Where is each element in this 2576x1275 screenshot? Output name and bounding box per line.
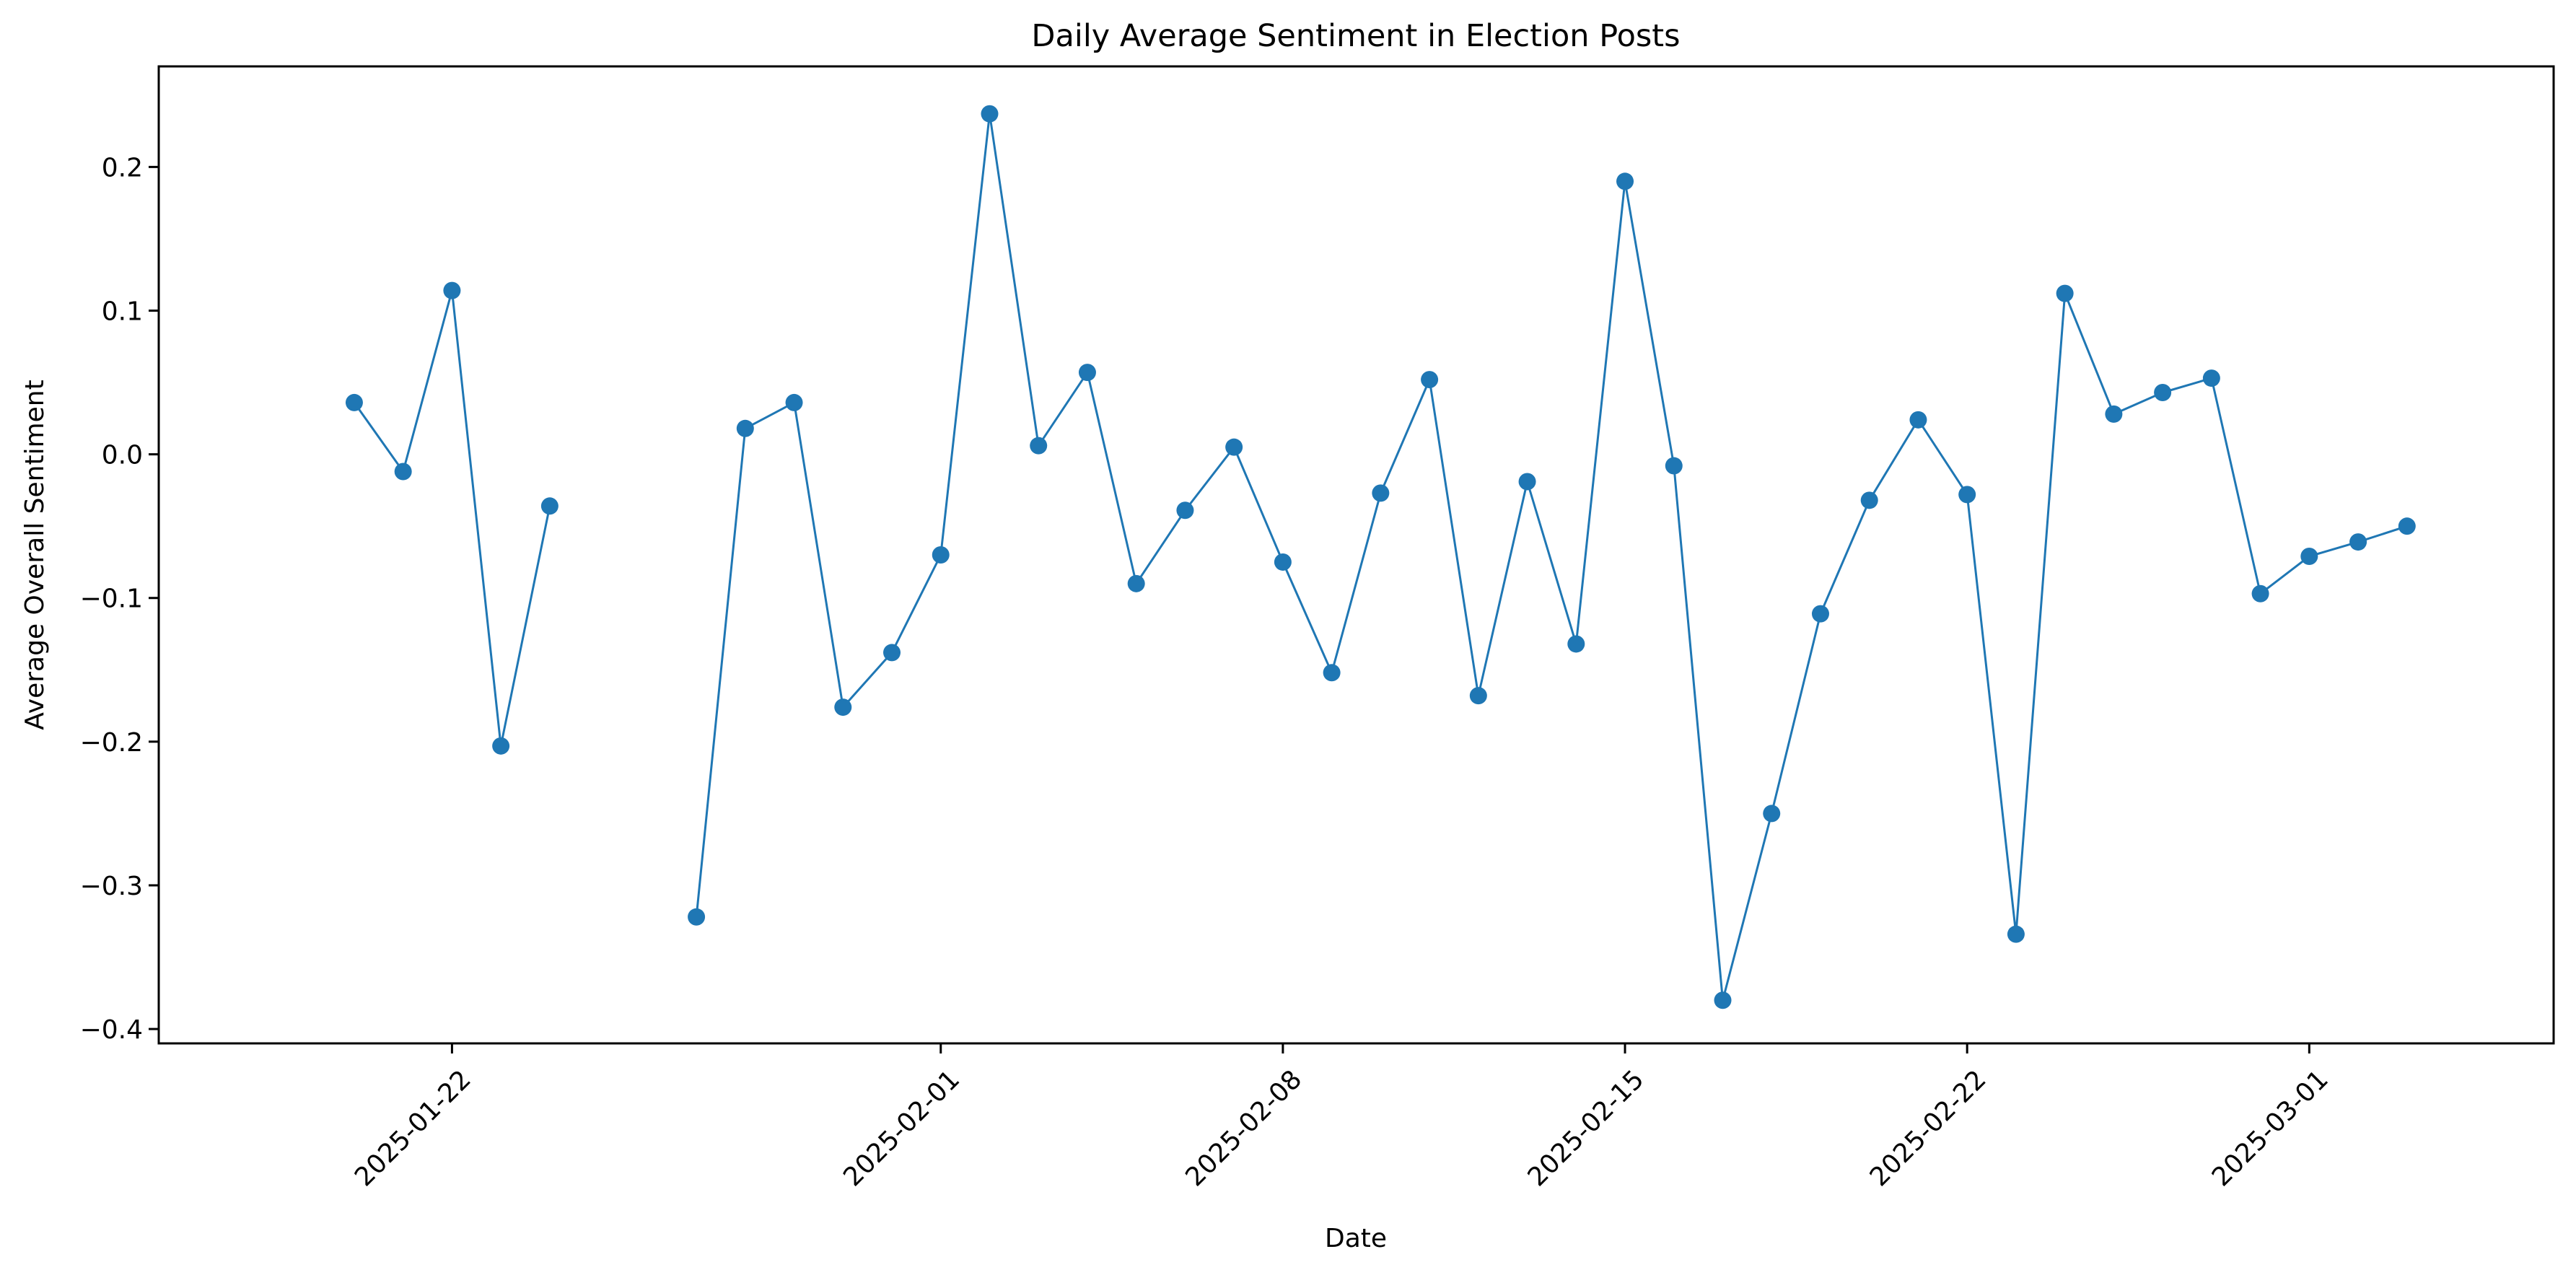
data-point: [1958, 486, 1976, 504]
data-point: [2251, 584, 2269, 603]
data-point: [1421, 371, 1439, 389]
data-point: [1763, 805, 1781, 823]
data-point: [2154, 383, 2172, 401]
data-point: [834, 698, 852, 717]
x-tick-label: 2025-01-22: [349, 1064, 477, 1192]
data-point: [785, 393, 803, 411]
data-point: [1127, 574, 1145, 592]
data-point: [1665, 457, 1683, 475]
data-point: [2007, 925, 2025, 943]
series-line: [353, 289, 551, 748]
data-point: [1078, 364, 1096, 382]
data-point: [2398, 517, 2416, 535]
data-point: [1372, 484, 1390, 502]
data-point: [1323, 664, 1341, 682]
x-tick-label: 2025-02-22: [1865, 1064, 1992, 1192]
data-point: [492, 737, 510, 755]
x-tick-label: 2025-02-15: [1523, 1064, 1650, 1192]
x-axis-label: Date: [1325, 1224, 1387, 1253]
x-tick-label: 2025-02-01: [838, 1064, 965, 1192]
data-point: [883, 644, 901, 662]
y-tick-label: 0.0: [102, 441, 143, 470]
data-point: [1225, 438, 1243, 456]
x-tick-label: 2025-03-01: [2207, 1064, 2334, 1192]
data-point: [394, 463, 412, 481]
data-point: [2105, 405, 2123, 423]
plot-frame: [157, 65, 2555, 1045]
data-point: [1518, 473, 1536, 491]
data-point: [981, 105, 999, 123]
y-axis-label: Average Overall Sentiment: [20, 380, 50, 729]
y-axis: 0.2 0.1 0.0 −0.1 −0.2 −0.3 −0.4: [80, 153, 159, 1045]
data-point: [1860, 491, 1878, 509]
plot-area: [345, 105, 2416, 1009]
data-point: [1176, 501, 1194, 520]
data-point: [1811, 605, 1829, 623]
data-point: [2202, 369, 2220, 387]
data-point: [1469, 687, 1487, 705]
data-point: [736, 419, 754, 437]
x-axis: 2025-01-22 2025-02-01 2025-02-08 2025-02-15…: [349, 1043, 2334, 1192]
chart-title: Daily Average Sentiment in Election Post…: [1031, 18, 1680, 54]
y-tick-label: 0.1: [102, 297, 143, 327]
data-point: [345, 393, 363, 411]
data-point: [540, 497, 558, 515]
x-tick-label: 2025-02-08: [1180, 1064, 1307, 1192]
data-point: [2300, 547, 2318, 565]
data-point: [1030, 437, 1048, 455]
y-tick-label: 0.2: [102, 153, 143, 183]
data-point: [443, 281, 461, 299]
y-tick-label: −0.2: [80, 728, 143, 758]
data-point: [1274, 553, 1292, 571]
series-line: [695, 113, 2408, 1002]
data-point: [1714, 991, 1732, 1009]
data-point: [1567, 635, 1585, 653]
data-point: [1909, 411, 1927, 429]
data-point: [2349, 533, 2367, 551]
y-tick-label: −0.4: [80, 1015, 143, 1045]
data-point: [688, 908, 706, 926]
data-point: [1616, 172, 1634, 190]
y-tick-label: −0.3: [80, 872, 143, 901]
y-tick-label: −0.1: [80, 584, 143, 614]
data-point: [932, 546, 950, 564]
data-point: [2056, 284, 2074, 302]
